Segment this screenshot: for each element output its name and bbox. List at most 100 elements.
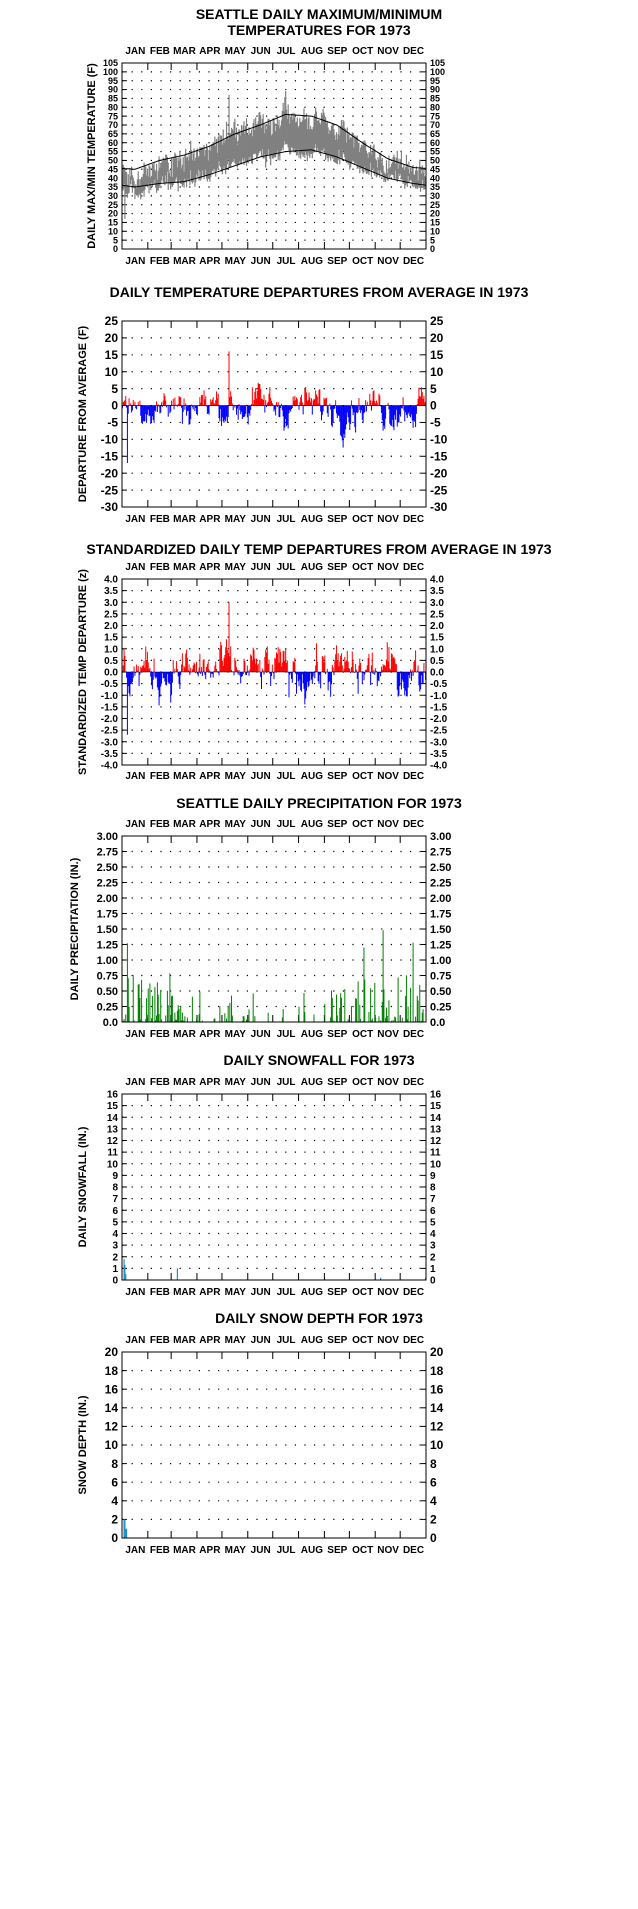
y-tick-label-right: 1: [430, 1264, 436, 1275]
y-tick-label-right: 6: [430, 1206, 436, 1217]
month-label-bottom: MAY: [225, 514, 247, 525]
month-label-bottom: OCT: [352, 1029, 373, 1040]
y-tick-label-right: 45: [430, 164, 440, 174]
y-tick-label-right: 0: [430, 399, 437, 413]
y-tick-label-left: 2.00: [97, 893, 118, 905]
y-tick-label-left: -2.0: [101, 714, 119, 725]
y-tick-label-right: 13: [430, 1124, 442, 1135]
y-tick-label-left: 11: [107, 1148, 118, 1159]
y-tick-label-right: -10: [430, 433, 448, 447]
month-label-top: MAY: [225, 46, 247, 57]
y-tick-label-right: 95: [430, 76, 440, 86]
month-label-top: DEC: [403, 819, 424, 830]
y-axis-label: SNOW DEPTH (IN.): [77, 1395, 89, 1494]
y-tick-label-left: 3.5: [104, 586, 118, 597]
month-label-top: NOV: [377, 1077, 399, 1088]
y-tick-label-left: 35: [108, 182, 118, 192]
y-tick-label-right: -2.5: [430, 726, 448, 737]
plot-frame: [121, 1351, 427, 1539]
month-label-bottom: AUG: [301, 1545, 323, 1556]
y-tick-label-left: 4.0: [104, 575, 118, 586]
month-label-top: NOV: [377, 1335, 399, 1346]
month-label-top: APR: [199, 1335, 221, 1346]
y-tick-label-left: 6: [112, 1206, 118, 1217]
month-label-top: MAR: [173, 1335, 197, 1346]
y-tick-label-left: 50: [108, 156, 118, 166]
month-label-bottom: APR: [199, 1287, 221, 1298]
month-label-top: FEB: [150, 46, 170, 57]
month-label-bottom: AUG: [301, 514, 323, 525]
y-tick-label-right: -30: [430, 500, 448, 514]
y-tick-label-left: 1.75: [97, 908, 118, 920]
y-tick-label-right: 20: [430, 1345, 444, 1359]
y-tick-label-left: 14: [107, 1113, 119, 1124]
y-tick-label-right: 2.75: [430, 846, 451, 858]
y-tick-label-right: -25: [430, 483, 448, 497]
month-label-top: JUL: [277, 46, 296, 57]
month-label-top: JAN: [125, 46, 145, 57]
month-label-bottom: MAR: [173, 514, 197, 525]
normal-max-line: [122, 113, 426, 170]
y-tick-label-right: -15: [430, 449, 448, 463]
y-tick-label-left: 4: [111, 1494, 118, 1508]
month-label-bottom: OCT: [352, 256, 373, 267]
y-tick-label-right: 9: [430, 1171, 436, 1182]
chart-title: DAILY TEMPERATURE DEPARTURES FROM AVERAG…: [110, 284, 529, 300]
y-tick-label-left: 10: [105, 365, 119, 379]
y-tick-label-left: 65: [108, 129, 118, 139]
plot-frame: [121, 1093, 427, 1281]
month-label-top: JUN: [251, 1335, 271, 1346]
month-label-bottom: DEC: [403, 771, 424, 782]
chart-title: TEMPERATURES FOR 1973: [227, 22, 411, 38]
month-label-bottom: MAY: [225, 1287, 247, 1298]
y-tick-label-right: 2.00: [430, 893, 451, 905]
y-tick-label-right: 5: [430, 1217, 436, 1228]
y-tick-label-left: 3.00: [97, 831, 118, 843]
y-tick-label-left: 14: [105, 1401, 119, 1415]
y-tick-label-right: 3.0: [430, 598, 444, 609]
y-tick-label-right: 8: [430, 1183, 436, 1194]
y-tick-label-right: -2.0: [430, 714, 448, 725]
y-axis-label: STANDARDIZED TEMP DEPARTURE (z): [77, 569, 89, 775]
chart-3: STANDARDIZED DAILY TEMP DEPARTURES FROM …: [77, 541, 552, 782]
y-tick-label-left: 7: [112, 1194, 118, 1205]
y-tick-label-left: 12: [105, 1420, 119, 1434]
month-label-bottom: MAR: [173, 1545, 197, 1556]
month-label-bottom: MAY: [225, 771, 247, 782]
y-tick-label-right: 2.25: [430, 877, 451, 889]
month-label-bottom: SEP: [327, 256, 347, 267]
y-tick-label-left: 1.0: [104, 644, 118, 655]
month-label-top: SEP: [327, 819, 347, 830]
chart-1: SEATTLE DAILY MAXIMUM/MINIMUMTEMPERATURE…: [86, 6, 445, 267]
month-label-bottom: SEP: [327, 1545, 347, 1556]
chart-4: SEATTLE DAILY PRECIPITATION FOR 1973 JAN J…: [69, 795, 462, 1040]
month-label-bottom: JUL: [277, 256, 296, 267]
y-tick-label-left: -3.0: [101, 737, 119, 748]
month-label-top: FEB: [150, 819, 170, 830]
y-tick-label-right: 4: [430, 1229, 436, 1240]
month-label-bottom: MAR: [173, 256, 197, 267]
month-label-top: DEC: [403, 46, 424, 57]
data-marks: [121, 90, 427, 219]
month-label-bottom: JAN: [125, 1545, 145, 1556]
y-tick-label-right: 25: [430, 200, 440, 210]
chart-2: DAILY TEMPERATURE DEPARTURES FROM AVERAG…: [77, 284, 529, 525]
y-tick-label-left: 1.00: [97, 955, 118, 967]
month-label-bottom: JUN: [251, 1545, 271, 1556]
month-label-top: SEP: [327, 1335, 347, 1346]
y-tick-label-right: 4: [430, 1494, 437, 1508]
y-axis-label: DEPARTURE FROM AVERAGE (F): [77, 325, 89, 502]
y-tick-label-right: -1.0: [430, 691, 448, 702]
y-tick-label-left: -30: [101, 500, 119, 514]
month-label-bottom: APR: [199, 1545, 221, 1556]
data-marks: [123, 1519, 128, 1538]
y-tick-label-right: 0: [430, 1276, 436, 1287]
month-label-top: APR: [199, 46, 221, 57]
y-tick-label-right: 2.50: [430, 862, 451, 874]
y-tick-label-left: 5: [111, 382, 118, 396]
month-label-bottom: FEB: [150, 1029, 170, 1040]
y-tick-label-right: 20: [430, 209, 440, 219]
month-label-bottom: APR: [199, 514, 221, 525]
month-label-bottom: APR: [199, 256, 221, 267]
